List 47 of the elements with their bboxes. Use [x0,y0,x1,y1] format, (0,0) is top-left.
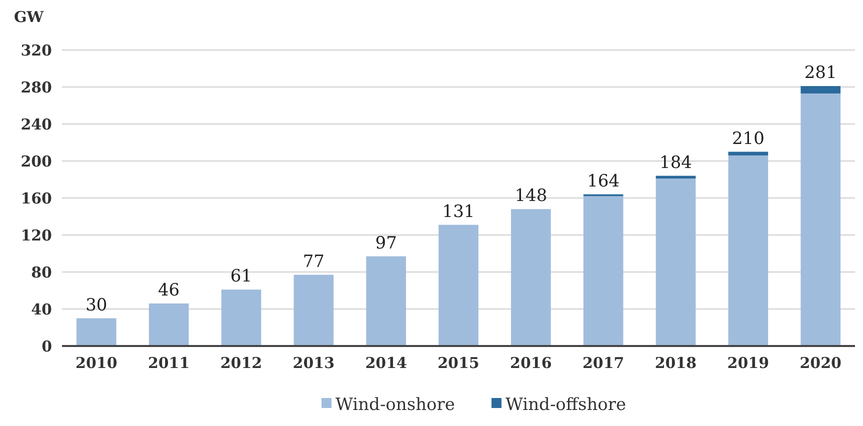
bar [656,178,696,346]
bar [438,224,478,346]
legend-label: Wind-onshore [336,394,455,415]
bar [728,152,768,156]
total-label: 46 [158,280,180,300]
total-label: 184 [660,152,692,173]
y-tick-label: 200 [20,152,52,170]
total-label: 61 [230,266,252,287]
bar [294,274,334,346]
y-tick-label: 80 [31,263,52,282]
total-label: 210 [732,128,764,149]
x-tick-label: 2013 [292,354,335,372]
y-tick-label: 240 [20,115,52,134]
total-label: 30 [86,295,108,316]
bar [366,256,406,346]
y-tick-label: 320 [20,41,52,60]
legend-label: Wind-offshore [506,394,626,415]
y-axis-title: GW [14,8,45,26]
y-tick-label: 40 [31,300,52,318]
y-tick-label: 160 [20,189,52,208]
x-tick-label: 2017 [582,354,624,372]
x-tick-label: 2011 [148,354,190,372]
y-tick-label: 120 [20,226,52,244]
total-label: 97 [375,233,397,254]
total-label: 77 [302,252,324,272]
x-tick-label: 2015 [438,354,480,372]
x-tick-label: 2016 [510,354,552,372]
x-tick-label: 2014 [365,354,407,372]
x-tick-label: 2020 [800,354,842,372]
bar [76,318,116,346]
bar [800,86,841,94]
y-tick-label: 0 [42,337,52,356]
bar [148,303,189,346]
x-tick-label: 2018 [654,354,697,372]
bar [511,209,551,346]
x-tick-label: 2010 [76,354,118,372]
y-tick-label: 280 [20,78,52,96]
total-label: 164 [587,171,620,192]
x-tick-label: 2019 [727,354,770,372]
total-label: 148 [514,186,548,206]
total-label: 131 [442,202,475,222]
total-label: 281 [804,63,837,84]
x-tick-label: 2012 [220,354,262,372]
bar [583,196,624,346]
bar [800,93,841,346]
bar [728,155,768,346]
bar [221,290,262,346]
